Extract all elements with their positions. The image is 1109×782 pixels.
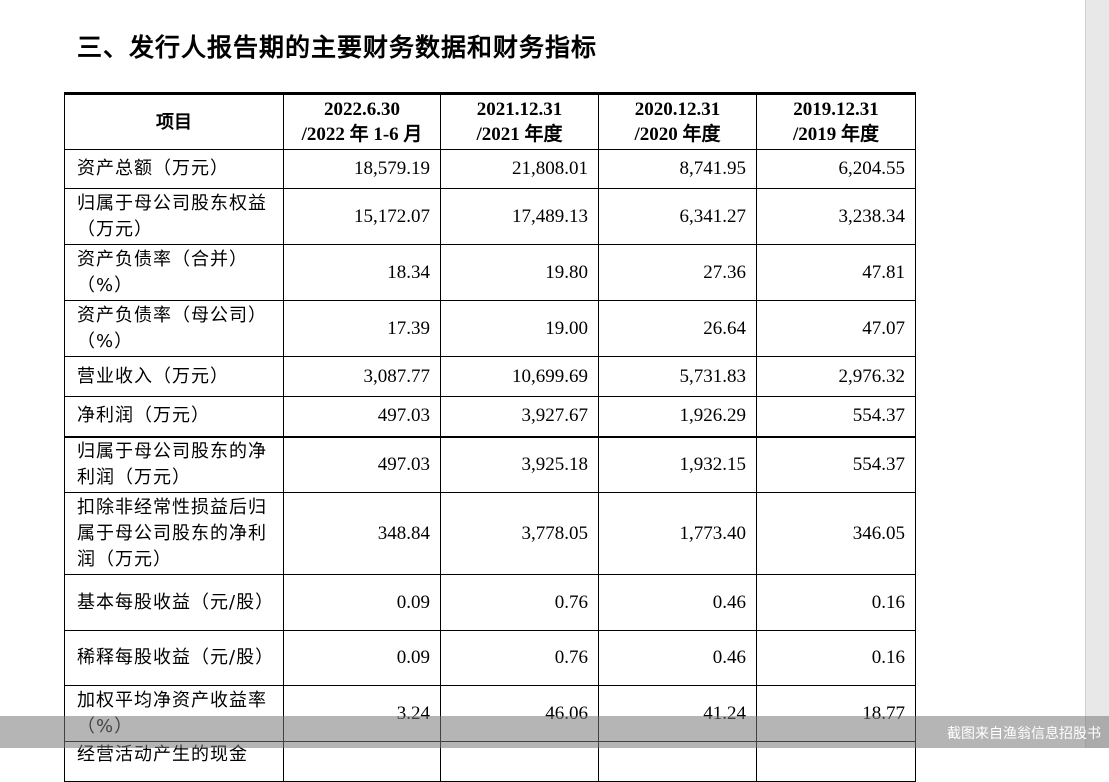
cell-value: 19.00 [440,300,599,357]
header-period-2019: 2019.12.31 /2019 年度 [756,92,916,150]
cell-value: 0.46 [598,574,757,631]
cell-value: 26.64 [598,300,757,357]
cell-value: 27.36 [598,244,757,301]
watermark-bar [0,716,1109,748]
header-period-2020: 2020.12.31 /2020 年度 [598,92,757,150]
viewer-gutter [1085,0,1109,748]
row-label: 营业收入（万元） [64,356,284,397]
cell-value: 348.84 [283,492,441,575]
cell-value: 17.39 [283,300,441,357]
header-date: 2019.12.31 [793,99,879,120]
header-item-label: 项目 [156,111,192,133]
cell-value: 0.46 [598,630,757,686]
row-label: 稀释每股收益（元/股） [64,630,284,686]
row-label: 净利润（万元） [64,396,284,437]
header-period: /2020 年度 [634,124,721,145]
cell-value: 1,773.40 [598,492,757,575]
cell-value: 1,926.29 [598,396,757,437]
cell-value: 6,204.55 [756,149,916,189]
cell-value: 47.81 [756,244,916,301]
cell-value: 18.34 [283,244,441,301]
header-period-2022h1: 2022.6.30 /2022 年 1-6 月 [283,92,441,150]
header-date: 2021.12.31 [476,99,563,120]
header-date: 2020.12.31 [634,99,721,120]
table-row: 资产总额（万元） 18,579.19 21,808.01 8,741.95 6,… [64,149,916,189]
cell-value: 15,172.07 [283,188,441,245]
section-title: 三、发行人报告期的主要财务数据和财务指标 [77,33,598,62]
row-label: 资产负债率（母公司）（%） [64,300,284,357]
cell-value: 3,238.34 [756,188,916,245]
cell-value: 21,808.01 [440,149,599,189]
cell-value: 3,925.18 [440,435,599,493]
cell-value: 10,699.69 [440,356,599,397]
row-label: 基本每股收益（元/股） [64,574,284,631]
cell-value: 17,489.13 [440,188,599,245]
row-label: 归属于母公司股东权益（万元） [64,188,284,245]
row-label: 资产总额（万元） [64,149,284,189]
cell-value: 2,976.32 [756,356,916,397]
cell-value: 3,927.67 [440,396,599,437]
cell-value: 554.37 [756,435,916,493]
cell-value: 5,731.83 [598,356,757,397]
table-row: 基本每股收益（元/股） 0.09 0.76 0.46 0.16 [64,574,916,631]
cell-value: 6,341.27 [598,188,757,245]
table-row: 稀释每股收益（元/股） 0.09 0.76 0.46 0.16 [64,630,916,686]
table-row: 营业收入（万元） 3,087.77 10,699.69 5,731.83 2,9… [64,356,916,397]
cell-value: 0.76 [440,574,599,631]
watermark-text: 截图来自渔翁信息招股书 [947,726,1101,742]
header-period: /2021 年度 [476,124,563,145]
row-label: 归属于母公司股东的净利润（万元） [64,435,284,493]
cell-value: 3,778.05 [440,492,599,575]
cell-value: 18,579.19 [283,149,441,189]
header-period-2021: 2021.12.31 /2021 年度 [440,92,599,150]
table-row: 归属于母公司股东权益（万元） 15,172.07 17,489.13 6,341… [64,188,916,245]
table-row: 资产负债率（合并）（%） 18.34 19.80 27.36 47.81 [64,244,916,301]
cell-value: 0.16 [756,574,916,631]
table-row: 扣除非经常性损益后归属于母公司股东的净利润（万元） 348.84 3,778.0… [64,492,916,575]
cell-value: 497.03 [283,396,441,437]
header-item: 项目 [64,92,284,150]
cell-value: 3,087.77 [283,356,441,397]
financial-data-table: 项目 2022.6.30 /2022 年 1-6 月 2021.12.31 /2… [64,92,916,782]
table-row: 资产负债率（母公司）（%） 17.39 19.00 26.64 47.07 [64,300,916,357]
cell-value: 47.07 [756,300,916,357]
cell-value: 497.03 [283,435,441,493]
cell-value: 19.80 [440,244,599,301]
page-edge-divider [1085,0,1086,748]
row-label: 资产负债率（合并）（%） [64,244,284,301]
document-page: 三、发行人报告期的主要财务数据和财务指标 项目 2022.6.30 /2022 … [64,33,916,782]
cell-value: 346.05 [756,492,916,575]
cell-value: 554.37 [756,396,916,437]
cell-value: 8,741.95 [598,149,757,189]
cell-value: 0.09 [283,574,441,631]
cell-value: 1,932.15 [598,435,757,493]
header-date: 2022.6.30 [324,99,400,120]
table-row: 净利润（万元） 497.03 3,927.67 1,926.29 554.37 [64,396,916,437]
table-row: 归属于母公司股东的净利润（万元） 497.03 3,925.18 1,932.1… [64,435,916,493]
header-period: /2022 年 1-6 月 [301,124,423,145]
cell-value: 0.09 [283,630,441,686]
header-period: /2019 年度 [792,124,880,145]
cell-value: 0.16 [756,630,916,686]
table-header-row: 项目 2022.6.30 /2022 年 1-6 月 2021.12.31 /2… [64,92,916,150]
row-label: 扣除非经常性损益后归属于母公司股东的净利润（万元） [64,492,284,575]
cell-value: 0.76 [440,630,599,686]
